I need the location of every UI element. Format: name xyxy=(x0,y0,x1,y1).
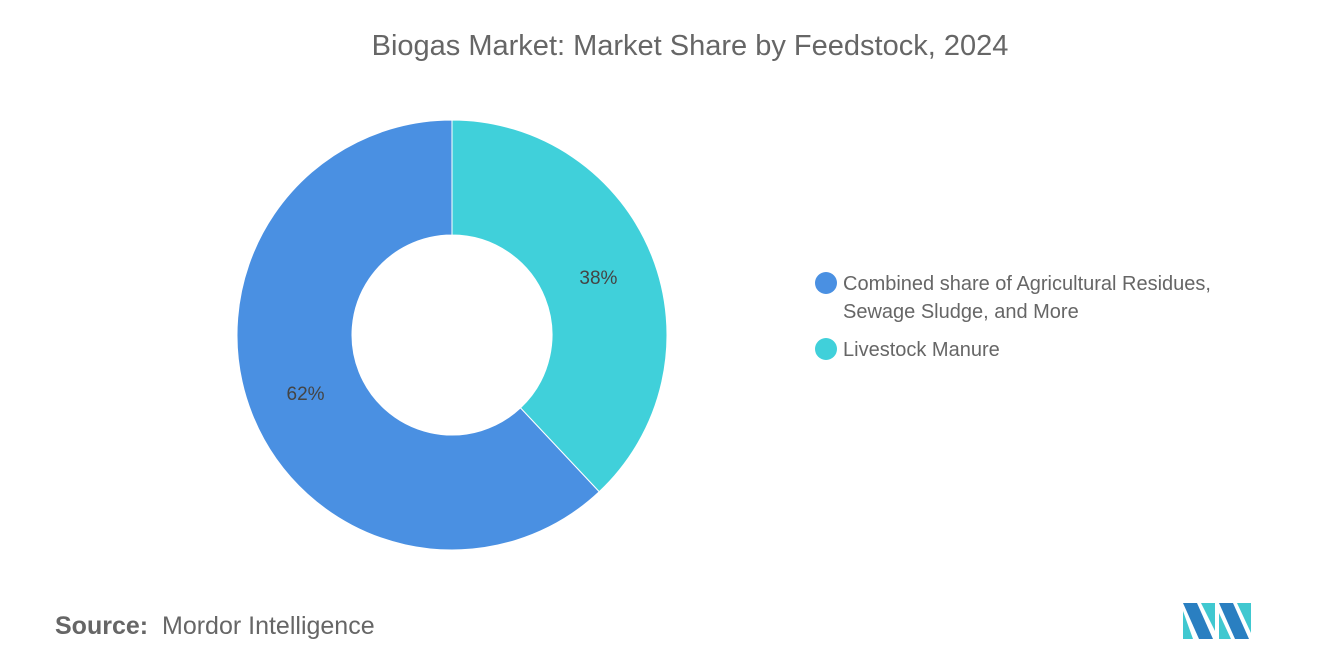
legend-item-livestock-manure: Livestock Manure xyxy=(815,336,1273,364)
source-text: Mordor Intelligence xyxy=(162,612,375,640)
donut-slice-1 xyxy=(236,119,600,551)
slice-label-0: 38% xyxy=(579,268,617,289)
source-prefix: Source: xyxy=(55,612,149,640)
source-note: Source: Mordor Intelligence xyxy=(55,612,375,641)
mordor-intelligence-logo xyxy=(1183,603,1251,639)
legend-swatch xyxy=(815,338,837,360)
legend: Combined share of Agricultural Residues,… xyxy=(815,270,1273,374)
chart-title: Biogas Market: Market Share by Feedstock… xyxy=(371,30,1009,62)
legend-swatch xyxy=(815,272,837,294)
legend-label: Combined share of Agricultural Residues,… xyxy=(843,273,1211,323)
legend-label: Livestock Manure xyxy=(843,339,1000,361)
legend-item-combined: Combined share of Agricultural Residues,… xyxy=(815,270,1273,326)
donut-slice-0 xyxy=(451,119,668,493)
slice-label-1: 62% xyxy=(287,384,325,405)
